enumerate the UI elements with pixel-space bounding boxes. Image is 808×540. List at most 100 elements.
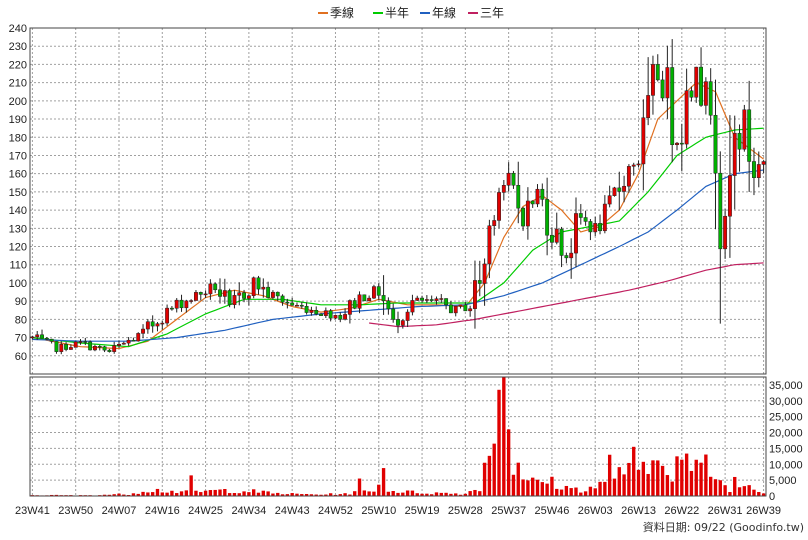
volume-bar: [526, 480, 530, 496]
volume-bar: [300, 494, 304, 496]
candle-up: [651, 64, 655, 96]
candle-up: [309, 310, 314, 313]
volume-tick-label: 35,000: [769, 380, 803, 392]
volume-tick-label: 25,000: [769, 412, 803, 424]
candle-down: [516, 185, 521, 209]
volume-bar: [449, 493, 453, 496]
candle-up: [400, 320, 405, 326]
candle-down: [521, 207, 526, 227]
volume-bar: [304, 494, 309, 496]
volume-bar: [256, 492, 261, 496]
candle-down: [588, 221, 593, 233]
volume-bar: [612, 478, 617, 496]
price-axis-ticks: 60 70 80 90 100 110 120 130 140 150 160 170 180 190 20…: [9, 23, 27, 363]
volume-bar: [377, 484, 381, 496]
price-tick-label: 120: [9, 242, 27, 254]
candle-down: [64, 344, 69, 350]
volume-bar: [555, 488, 559, 496]
price-tick-label: 240: [9, 23, 27, 35]
volume-bar: [656, 460, 660, 496]
moving-average-lines: [32, 81, 764, 350]
week-tick-label: 25W28: [448, 505, 483, 517]
volume-bar: [199, 492, 203, 496]
candle-down: [299, 304, 304, 307]
candle-up: [174, 299, 179, 309]
volume-bar: [184, 490, 189, 496]
volume-tick-label: 5,000: [769, 475, 797, 487]
volume-bar: [641, 461, 646, 496]
candle-up: [136, 333, 141, 342]
volume-bar: [747, 485, 751, 496]
candle-up: [492, 220, 497, 226]
week-gridlines: [31, 28, 765, 496]
volume-bar: [737, 487, 742, 496]
volume-bar: [636, 469, 641, 496]
week-tick-label: 25W37: [491, 505, 526, 517]
volume-bar: [170, 490, 174, 496]
candle-up: [410, 300, 415, 313]
candle-down: [54, 341, 59, 352]
volume-bar: [458, 494, 463, 496]
candle-down: [391, 308, 396, 320]
volume-bar: [276, 492, 280, 496]
candle-down: [737, 132, 742, 150]
volume-bar: [622, 474, 626, 496]
week-tick-label: 26W13: [621, 505, 656, 517]
candle-down: [266, 286, 271, 298]
candle-up: [569, 252, 574, 259]
volume-tick-label: 30,000: [769, 396, 803, 408]
candle-up: [612, 187, 617, 196]
volume-bar: [112, 494, 116, 496]
candle-up: [453, 305, 458, 314]
candle-down: [550, 234, 554, 243]
candle-up: [112, 345, 117, 352]
candle-up: [641, 117, 646, 165]
volume-bar: [232, 493, 237, 496]
volume-bar: [516, 462, 520, 496]
candle-down: [463, 304, 468, 312]
volume-bar: [227, 493, 232, 496]
candle-up: [295, 304, 299, 307]
volume-bar: [689, 470, 694, 496]
volume-bar: [757, 492, 761, 496]
candle-up: [675, 142, 679, 146]
candle-down: [699, 66, 703, 106]
volume-bar: [752, 489, 756, 496]
volume-bar: [574, 487, 578, 496]
volume-bar: [646, 473, 650, 496]
candle-down: [242, 292, 246, 299]
volume-bar: [617, 467, 621, 496]
candle-up: [415, 297, 420, 301]
candle-down: [376, 286, 381, 296]
volume-bar: [439, 492, 443, 496]
volume-bar: [357, 478, 362, 496]
volume-bar: [102, 494, 107, 496]
volume-bar: [189, 475, 193, 496]
volume-bar: [420, 493, 424, 496]
volume-bar: [271, 493, 275, 496]
candle-down: [670, 67, 675, 146]
volume-bar: [405, 490, 410, 496]
candle-down: [362, 294, 367, 302]
candle-up: [203, 293, 208, 296]
volume-tick-label: 0: [769, 491, 775, 503]
price-tick-label: 180: [9, 132, 27, 144]
candle-down: [227, 290, 232, 305]
volume-bar: [506, 429, 511, 496]
candle-down: [689, 90, 694, 98]
volume-bar: [593, 488, 597, 496]
price-tick-label: 200: [9, 96, 27, 108]
week-tick-label: 24W16: [145, 505, 180, 517]
candle-up: [232, 295, 237, 305]
volume-bar: [150, 492, 155, 496]
candle-up: [357, 294, 362, 309]
candle-down: [40, 334, 44, 339]
price-tick-label: 70: [15, 333, 27, 345]
volume-bar: [651, 460, 655, 496]
price-tick-label: 160: [9, 169, 27, 181]
week-tick-label: 24W34: [231, 505, 266, 517]
candle-down: [285, 301, 290, 304]
candle-down: [583, 217, 588, 222]
volume-tick-label: 10,000: [769, 459, 803, 471]
